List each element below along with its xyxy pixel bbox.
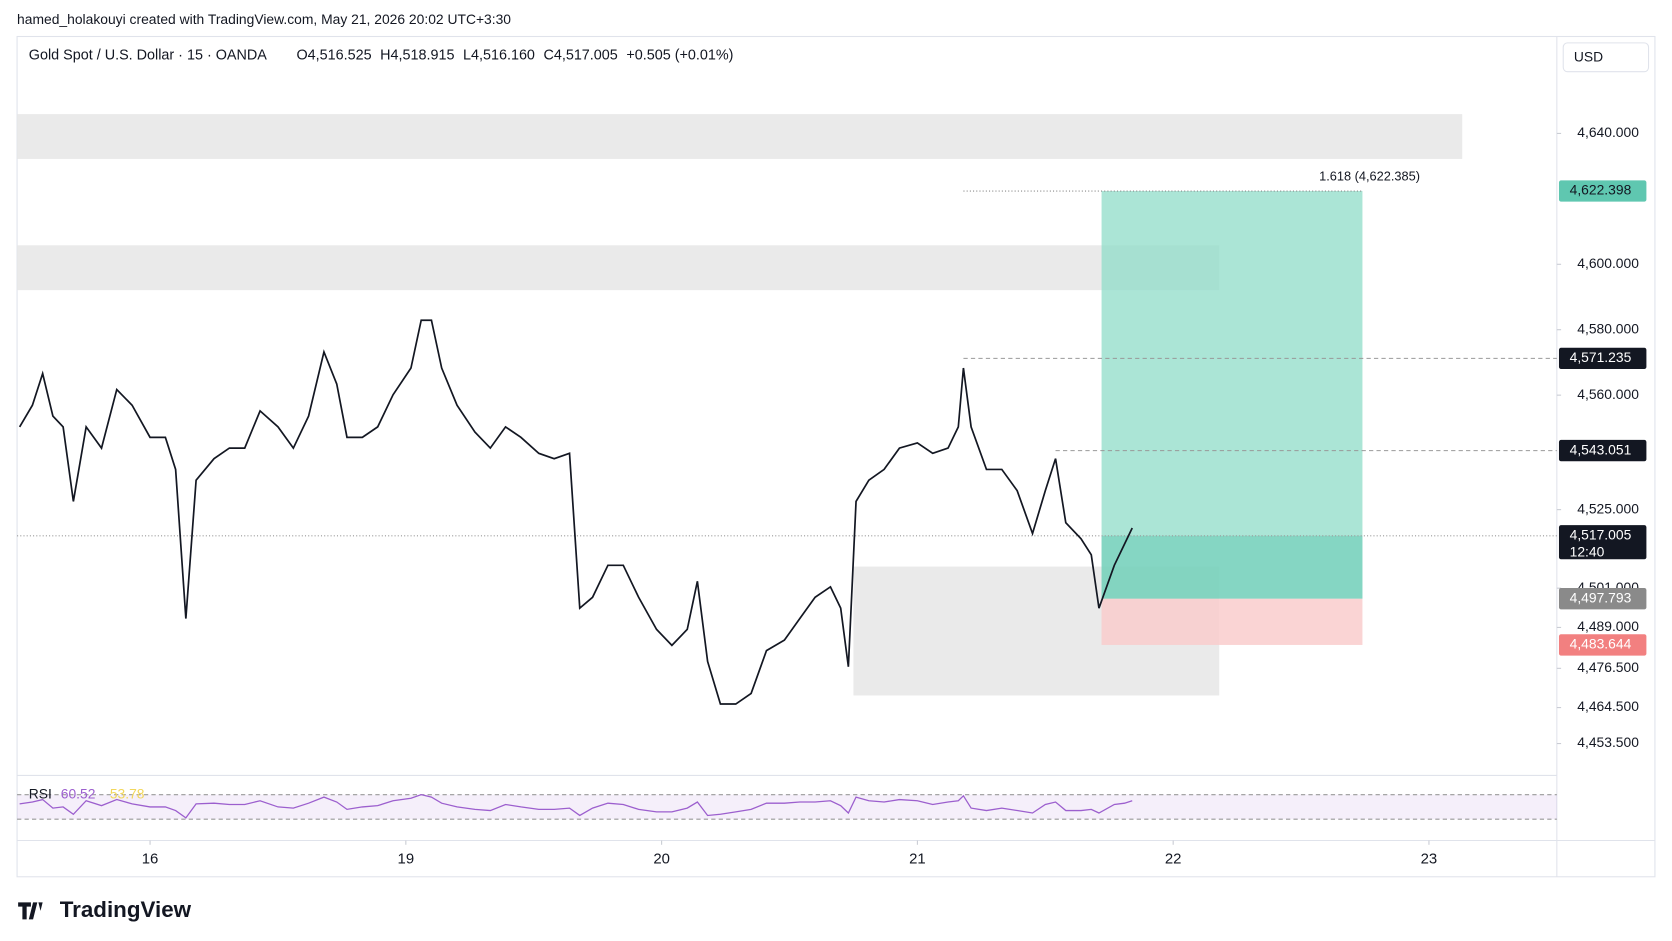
loss-area (1101, 598, 1363, 645)
y-tick-label: 4,600.000 (1577, 255, 1639, 271)
price-badge-label: 4,543.051 (1570, 441, 1632, 457)
ohlc-value: C4,517.005 (543, 47, 617, 63)
price-badge (1558, 587, 1647, 610)
currency-box[interactable] (1562, 42, 1650, 73)
zone (17, 245, 1220, 291)
ohlc-value: H4,518.915 (380, 47, 454, 63)
y-tick-label: 4,580.000 (1577, 320, 1639, 336)
symbol: Gold Spot / U.S. Dollar · 15 · OANDA (29, 47, 267, 63)
currency[interactable]: USD (1574, 48, 1603, 64)
price-badge (1558, 180, 1647, 202)
price-badge (1558, 525, 1647, 560)
y-tick-label: 4,525.000 (1577, 500, 1639, 516)
x-tick-label: 16 (142, 851, 159, 868)
x-tick-label: 21 (909, 851, 926, 868)
price-badge (1558, 347, 1647, 370)
rsi-band (17, 794, 1557, 820)
rsi-value: 60.52 (61, 785, 96, 801)
filled-profit (1101, 535, 1363, 599)
ohlc-value: L4,516.160 (463, 47, 535, 63)
x-tick-label: 19 (398, 851, 415, 868)
ohlc-value: O4,516.525 (296, 47, 371, 63)
zone (17, 114, 1463, 159)
y-tick-label: 4,464.500 (1577, 698, 1639, 714)
y-tick-label: 4,640.000 (1577, 124, 1639, 140)
y-tick-label: 4,560.000 (1577, 386, 1639, 402)
ohlc-value: +0.505 (+0.01%) (626, 47, 733, 63)
fib-label: 1.618 (4,622.385) (1319, 169, 1420, 184)
price-badge-label: 4,517.005 (1570, 526, 1632, 542)
rsi-name: RSI (29, 785, 52, 801)
price-badge-label: 4,571.235 (1570, 349, 1632, 365)
price-badge (1558, 439, 1647, 462)
logo-text: TradingView (60, 897, 192, 922)
price-badge-label: 4,497.793 (1570, 589, 1632, 605)
rsi-value: 53.78 (110, 785, 145, 801)
header: hamed_holakouyi created with TradingView… (17, 11, 511, 27)
rsi-line (19, 793, 1133, 819)
logo: TradingView (18, 897, 192, 922)
price-line (18, 319, 1133, 705)
frame (16, 35, 1656, 878)
x-tick-label: 22 (1165, 851, 1182, 868)
profit-area (1101, 191, 1363, 599)
y-tick-label: 4,453.500 (1577, 734, 1639, 750)
countdown: 12:40 (1570, 544, 1605, 560)
y-tick-label: 4,476.500 (1577, 659, 1639, 675)
x-tick-label: 20 (653, 851, 670, 868)
x-tick-label: 23 (1421, 851, 1438, 868)
logo-icon (18, 902, 43, 920)
price-badge (1558, 634, 1647, 656)
y-tick-label: 4,489.000 (1577, 618, 1639, 634)
price-badge-label: 4,483.644 (1570, 636, 1632, 652)
price-badge-label: 4,622.398 (1570, 182, 1632, 198)
